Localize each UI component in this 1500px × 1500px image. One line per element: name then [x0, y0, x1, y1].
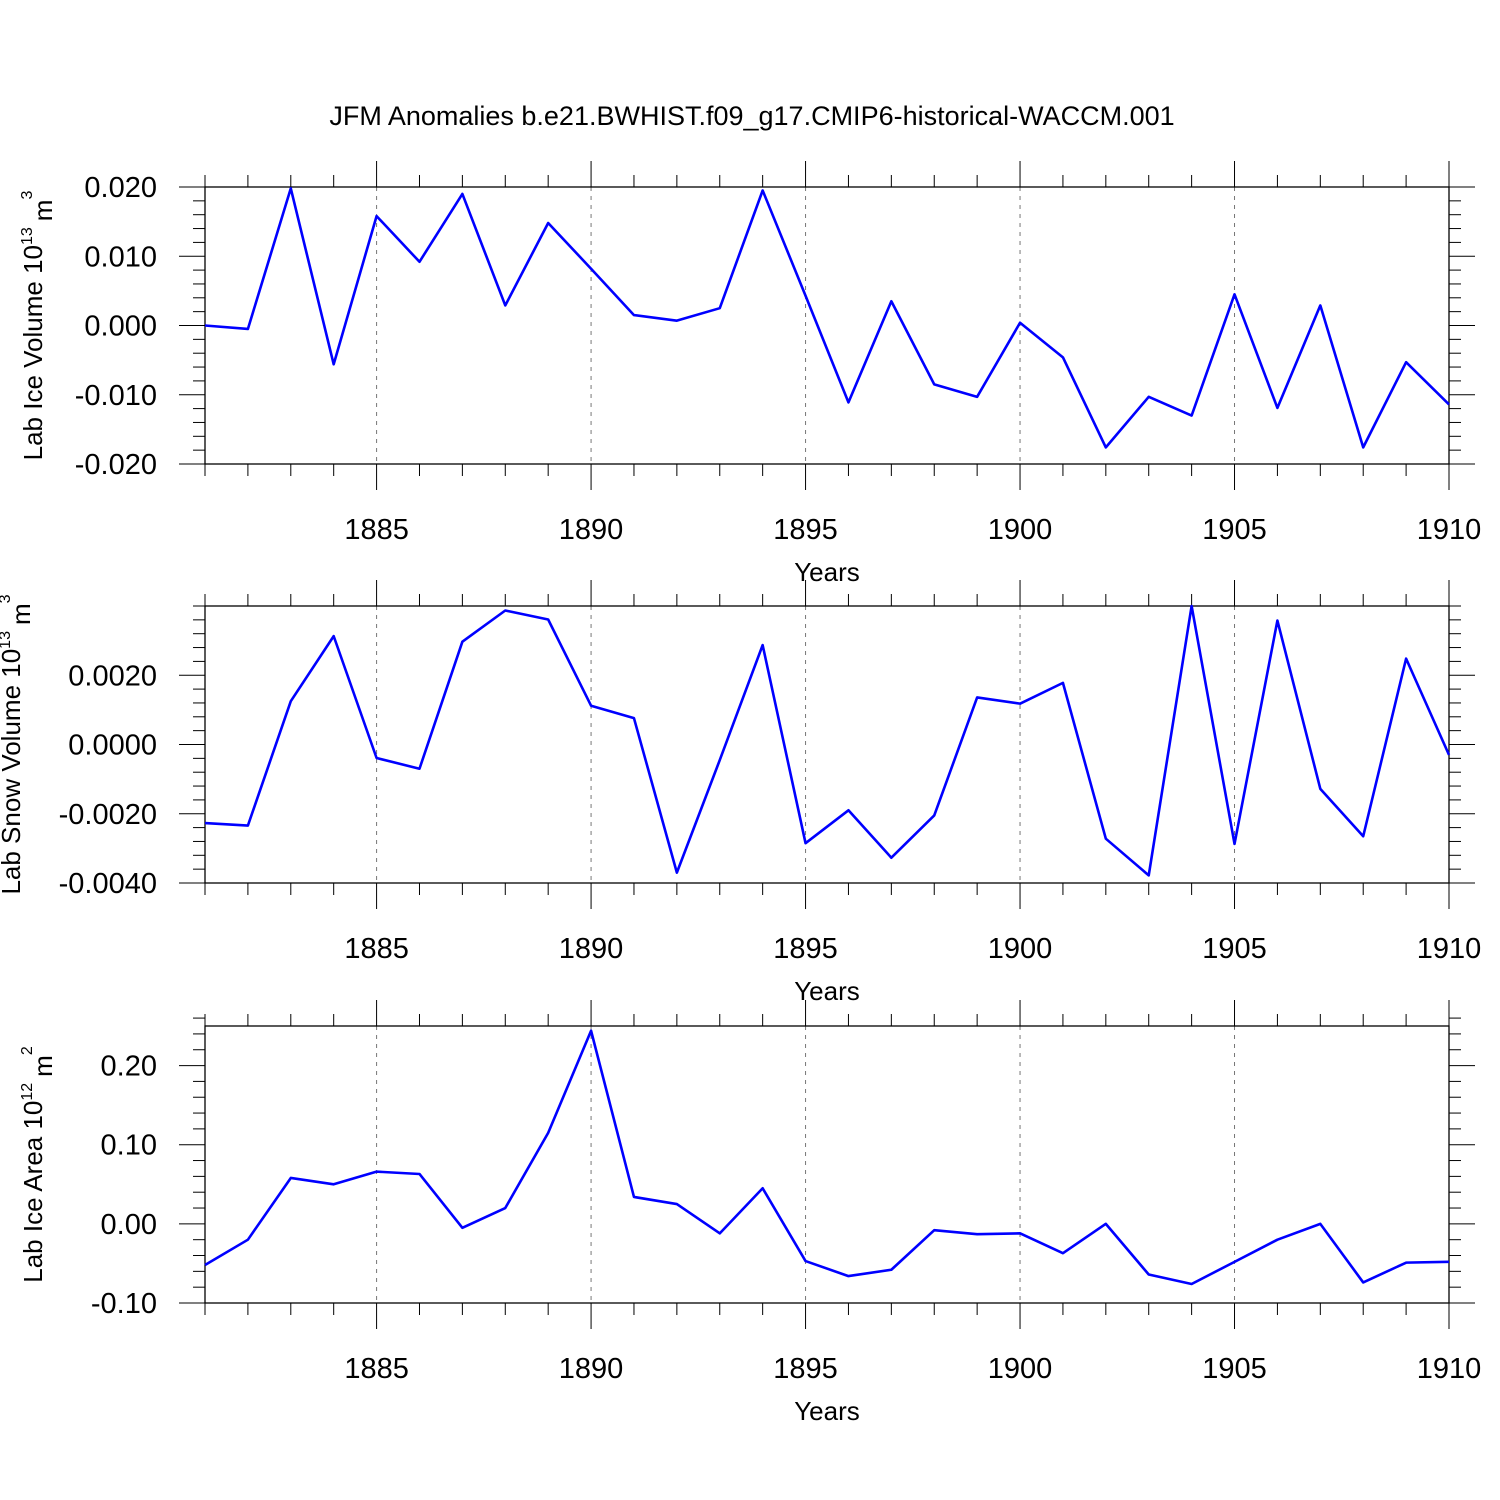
y-tick-label: 0.10 — [101, 1130, 157, 1162]
y-tick-label: 0.20 — [101, 1051, 157, 1083]
x-tick-label: 1885 — [344, 514, 409, 546]
y-tick-label: 0.00 — [101, 1209, 157, 1241]
series-line — [204, 604, 1451, 877]
x-tick-label: 1895 — [773, 514, 838, 546]
x-tick-label: 1905 — [1202, 933, 1267, 965]
x-tick-label: 1885 — [344, 933, 409, 965]
plot-frame — [204, 605, 1450, 884]
y-axis-label-ylabel-exp: 13 — [19, 227, 36, 245]
y-axis-label-ylabel: Lab Snow Volume 10 — [0, 649, 26, 895]
y-axis-label-ylabel-unit-exp: 3 — [19, 191, 36, 200]
x-axis-label: Years — [794, 557, 860, 587]
y-tick-label: -0.020 — [75, 449, 157, 481]
x-axis-label: Years — [794, 1396, 860, 1426]
x-tick-label: 1890 — [559, 514, 624, 546]
y-tick-label: -0.10 — [91, 1288, 157, 1320]
x-tick-label: 1885 — [344, 1353, 409, 1385]
panel-2: -0.0040 -0.0020 0.0000 0.0020 1885 1890 1895 19… — [0, 580, 1481, 1006]
x-axis-label: Years — [794, 976, 860, 1006]
y-tick-label: 0.000 — [84, 311, 157, 343]
x-tick-label: 1890 — [559, 933, 624, 965]
x-tick-label: 1905 — [1202, 1353, 1267, 1385]
y-axis-label-ylabel-exp: 13 — [0, 631, 14, 649]
y-axis-label-ylabel-exp: 12 — [19, 1083, 36, 1101]
x-tick-label: 1910 — [1417, 514, 1482, 546]
y-axis-label: Lab Snow Volume 1013 m3 — [0, 594, 36, 894]
y-axis-label-ylabel-unit-exp: 2 — [19, 1046, 36, 1055]
y-axis-label: Lab Ice Volume 1013 m3 — [18, 191, 58, 461]
y-axis-label-ylabel-unit: m — [28, 1055, 58, 1077]
y-tick-label: -0.0020 — [59, 799, 157, 831]
panel-1: -0.020 -0.010 0.000 0.010 0.020 1885 1890 1895 1… — [18, 161, 1481, 587]
x-tick-label: 1910 — [1417, 1353, 1482, 1385]
x-tick-label: 1895 — [773, 933, 838, 965]
series-line — [204, 187, 1450, 449]
x-tick-label: 1900 — [988, 933, 1053, 965]
plot-frame — [204, 1025, 1450, 1304]
y-tick-label: 0.0020 — [68, 660, 157, 692]
plot-frame — [204, 186, 1450, 465]
y-axis-label-ylabel: Lab Ice Area 10 — [18, 1101, 48, 1283]
y-tick-label: 0.020 — [84, 172, 157, 204]
x-tick-label: 1895 — [773, 1353, 838, 1385]
x-tick-label: 1890 — [559, 1353, 624, 1385]
series-line — [204, 1029, 1450, 1286]
x-tick-label: 1900 — [988, 1353, 1053, 1385]
y-axis-label-ylabel-unit-exp: 3 — [0, 594, 14, 603]
y-tick-label: -0.010 — [75, 380, 157, 412]
y-axis-label-ylabel: Lab Ice Volume 10 — [18, 245, 48, 460]
figure-title: JFM Anomalies b.e21.BWHIST.f09_g17.CMIP6… — [329, 101, 1174, 131]
y-axis-label-ylabel-unit: m — [28, 200, 58, 222]
x-tick-label: 1900 — [988, 514, 1053, 546]
y-axis-label-ylabel-unit: m — [6, 603, 36, 625]
panels: -0.020 -0.010 0.000 0.010 0.020 1885 1890 1895 1… — [0, 161, 1481, 1426]
x-tick-label: 1910 — [1417, 933, 1482, 965]
y-tick-label: -0.0040 — [59, 868, 157, 900]
panel-3: -0.10 0.00 0.10 0.20 1885 1890 1895 1900 1905 191… — [18, 1000, 1481, 1426]
y-tick-label: 0.010 — [84, 241, 157, 273]
y-axis-label: Lab Ice Area 1012 m2 — [18, 1046, 58, 1283]
y-tick-label: 0.0000 — [68, 730, 157, 762]
x-tick-label: 1905 — [1202, 514, 1267, 546]
